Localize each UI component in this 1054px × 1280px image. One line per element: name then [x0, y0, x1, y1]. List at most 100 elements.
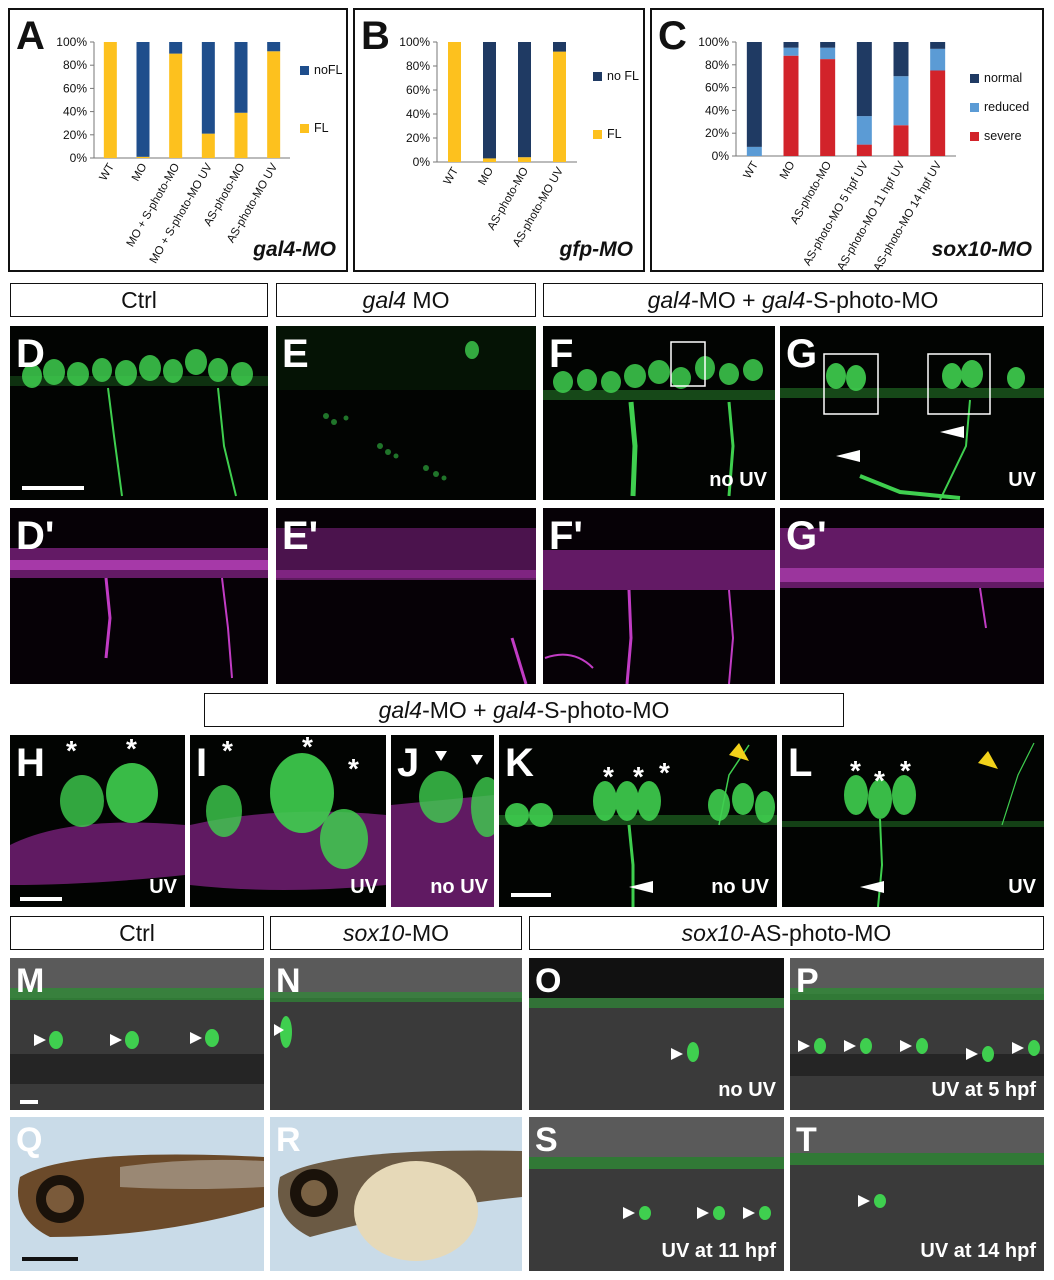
image-s-svg [529, 1117, 784, 1220]
chart-c-bar-5-1 [930, 48, 946, 71]
image-panel-l: L * * * UV [782, 735, 1044, 907]
image-t-svg [790, 1117, 1044, 1208]
asterisk-h-1: * [66, 735, 77, 766]
asterisk-k-2: * [633, 761, 644, 792]
label-i-uv: UV [350, 876, 378, 898]
panel-label-e: E [282, 332, 309, 376]
image-panel-f-prime: F' [543, 508, 775, 684]
header-combo-top: gal4 -MO + gal4 -S-photo-MO [543, 283, 1043, 317]
header-combo-top-a: gal4 [647, 286, 692, 313]
header-combo-mid-d: -S-photo-MO [536, 696, 670, 723]
panel-label-d-prime: D' [16, 514, 55, 558]
panel-label-n: N [276, 962, 301, 1000]
header-combo-mid-c: gal4 [492, 696, 537, 723]
panel-label-t: T [796, 1121, 817, 1159]
scale-bar-d [22, 486, 84, 490]
chart-c-bar-2-2 [820, 42, 836, 48]
chart-c-bar-4-0 [893, 125, 909, 156]
chart-a-ytick-label-0: 0% [70, 151, 88, 165]
chart-a-xtick-label-0: WT [98, 162, 117, 183]
panel-label-c: C [658, 14, 687, 58]
image-o-svg [529, 958, 784, 1062]
panel-label-j: J [397, 741, 420, 785]
chart-a-bar-2-0 [169, 53, 183, 158]
chart-c-legend-label-1: reduced [984, 100, 1029, 114]
label-f-no-uv: no UV [709, 469, 767, 491]
panel-label-o: O [535, 962, 562, 1000]
asterisk-l-3: * [900, 755, 911, 786]
scale-bar-q-visible [22, 1257, 78, 1261]
chart-c-xtick-label-3: AS-photo-MO 5 hpf UV [801, 159, 871, 268]
chart-c-tag: sox10-MO [932, 238, 1032, 262]
header-sox10-as-rest: -AS-photo-MO [743, 919, 892, 946]
chart-a-bar-1-0 [136, 156, 150, 158]
panel-label-f: F [549, 332, 574, 376]
chart-a-bar-4-1 [234, 42, 248, 113]
header-combo-middle: gal4 -MO + gal4 -S-photo-MO [204, 693, 844, 727]
panel-label-r: R [276, 1121, 301, 1159]
chart-a-xtick-label-3: MO + S-photo-MO UV [148, 161, 215, 266]
header-combo-mid-b: -MO + [422, 696, 493, 723]
chart-b-bar-2-1 [518, 42, 531, 158]
scale-bar-m [20, 1100, 38, 1104]
header-gal4-mo-rest: MO [406, 286, 450, 313]
chart-a-bar-3-1 [201, 42, 215, 134]
chart-b-xtick-label-0: WT [442, 166, 461, 187]
chart-a-legend-swatch-1 [300, 124, 309, 133]
label-j-no-uv: no UV [430, 876, 488, 898]
chart-b-legend-label-1: FL [607, 127, 622, 141]
image-panel-g: G UV [780, 326, 1044, 500]
chart-c-xtick-label-1: MO [778, 159, 798, 181]
chart-c-bar-2-1 [820, 47, 836, 60]
chart-c-ytick-label-1: 20% [705, 126, 729, 140]
panel-label-e-prime: E' [282, 514, 319, 558]
panel-label-q: Q [16, 1121, 43, 1159]
chart-c-ytick-label-2: 40% [705, 103, 729, 117]
chart-c-ytick-label-5: 100% [698, 35, 729, 49]
chart-a-bar-5-0 [267, 51, 281, 158]
chart-a-ytick-label-5: 100% [56, 35, 87, 49]
chart-a-ytick-label-4: 80% [63, 58, 87, 72]
panel-label-i: I [196, 741, 208, 785]
label-k-no-uv: no UV [711, 876, 769, 898]
chart-c-legend-swatch-2 [970, 132, 979, 141]
panel-label-b: B [361, 14, 390, 58]
chart-a-xtick-label-1: MO [130, 161, 150, 183]
image-m-svg [10, 958, 264, 1084]
chart-c-bar-3-2 [856, 42, 872, 117]
image-panel-i: I * * * UV [190, 735, 386, 907]
chart-a-tag-suffix: -MO [295, 238, 336, 261]
chart-c-xtick-label-0: WT [742, 160, 761, 181]
chart-c-bar-4-2 [893, 42, 909, 77]
header-ctrl-top: Ctrl [10, 283, 268, 317]
image-panel-j: J no UV [391, 735, 494, 907]
image-panel-f: F no UV [543, 326, 775, 500]
image-panel-s: S UV at 11 hpf [529, 1117, 784, 1271]
image-e-prime-svg [276, 528, 536, 684]
image-p-svg [790, 958, 1044, 1076]
label-t-uv14: UV at 14 hpf [920, 1240, 1036, 1262]
chart-c-bar-5-2 [930, 42, 946, 49]
chart-b-legend-swatch-1 [593, 130, 602, 139]
header-combo-top-c: gal4 [761, 286, 806, 313]
header-sox10-as: sox10 -AS-photo-MO [529, 916, 1044, 950]
asterisk-i-2: * [302, 735, 313, 762]
image-panel-m: M [10, 958, 264, 1110]
image-panel-o: O no UV [529, 958, 784, 1110]
chart-b-bar-2-0 [518, 157, 531, 162]
image-panel-d: D [10, 326, 268, 500]
panel-label-k: K [505, 741, 534, 785]
chart-c-legend-label-0: normal [984, 71, 1022, 85]
header-combo-mid-a: gal4 [378, 696, 423, 723]
image-r-svg [278, 1150, 522, 1261]
chart-a-tag-main: gal4 [253, 238, 296, 261]
image-panel-e-prime: E' [276, 508, 536, 684]
chart-c-bar-1-2 [783, 42, 799, 48]
chart-panel-c: 0% 20% 40% 60% 80% 100% WT MO AS-photo-MO AS-phot… [650, 8, 1044, 272]
chart-c-legend-label-2: severe [984, 129, 1022, 143]
chart-c-bar-0-1 [746, 146, 762, 156]
chart-a-legend-label-1: FL [314, 121, 329, 135]
label-o-no-uv: no UV [718, 1079, 776, 1101]
scale-bar-k [511, 893, 551, 897]
